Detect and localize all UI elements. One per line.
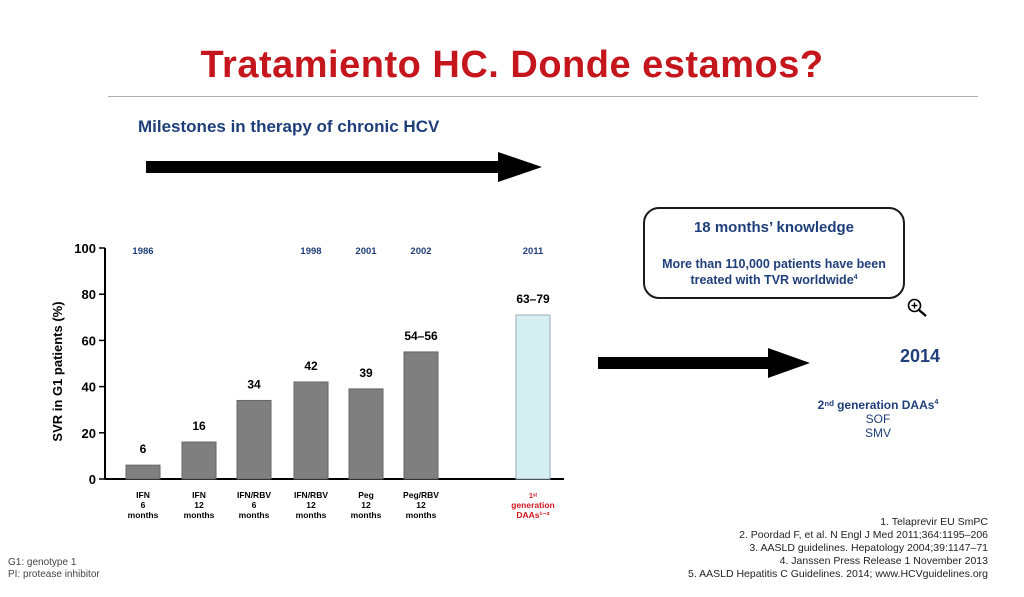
x-category-label: months [406,510,437,520]
x-category-label: 12 [194,500,204,510]
x-category-label: Peg/RBV [403,490,439,500]
footnote-line: G1: genotype 1 [8,557,77,568]
daas-heading-text: 2ⁿᵈ generation DAAs [817,398,935,412]
y-tick-label: 20 [82,426,96,441]
bar-value-label: 6 [140,442,147,456]
reference-line: 1. Telaprevir EU SmPC [880,516,988,528]
second-generation-daas: 2ⁿᵈ generation DAAs4 SOF SMV [808,398,948,440]
bar-value-label: 39 [359,366,373,380]
callout-body-text: More than 110,000 patients have been tre… [662,257,886,288]
bar-value-label: 42 [304,359,318,373]
reference-line: 2. Poordad F, et al. N Engl J Med 2011;3… [739,529,988,541]
daas-item: SOF [865,412,891,426]
x-category-label: 1ˢᵗ [529,493,538,500]
year-label: 2001 [355,246,377,257]
title-divider [108,96,978,97]
chart-bar [348,388,384,480]
x-category-label: months [184,510,215,520]
x-category-label: 6 [141,500,146,510]
bar-value-label: 54–56 [404,329,438,343]
right-arrow-icon [146,152,542,182]
x-category-label: Peg [358,490,374,500]
callout-body-ref: 4 [853,274,858,281]
references: 1. Telaprevir EU SmPC 2. Poordad F, et a… [688,516,988,581]
right-arrow-icon [598,348,810,378]
callout-heading: 18 months’ knowledge [693,219,855,236]
y-tick-label: 100 [74,241,96,256]
y-axis-label: SVR in G1 patients (%) [50,301,65,441]
chart-bar [293,381,329,480]
slide-title: Tratamiento HC. Donde estamos? [200,44,824,86]
x-category-label: IFN/RBV [294,490,328,500]
year-label: 1998 [300,246,321,257]
y-tick-label: 0 [89,472,96,487]
x-category-label: 12 [306,500,316,510]
y-tick-label: 80 [82,287,96,302]
x-category-label: months [128,510,159,520]
reference-line: 3. AASLD guidelines. Hepatology 2004;39:… [749,542,988,554]
chart-subtitle: Milestones in therapy of chronic HCV [138,117,440,136]
x-category-label: months [239,510,270,520]
y-tick-label: 60 [82,333,96,348]
x-category-label: 6 [252,500,257,510]
callout-body: More than 110,000 patients have been tre… [655,257,893,287]
x-category-label: IFN [192,490,206,500]
daas-item: SMV [864,426,891,440]
reference-line: 4. Janssen Press Release 1 November 2013 [779,555,988,567]
chart-bar [403,351,439,480]
abbreviation-footnotes: G1: genotype 1 PI: protease inhibitor [8,557,100,581]
year-label: 2002 [410,246,431,257]
x-category-label: 12 [361,500,371,510]
reference-line: 5. AASLD Hepatitis C Guidelines. 2014; w… [688,568,988,580]
x-category-label: DAAs¹⁻³ [516,510,549,520]
footnote-line: PI: protease inhibitor [8,569,100,580]
x-category-label: IFN/RBV [237,490,271,500]
x-category-label: months [351,510,382,520]
daas-heading-ref: 4 [934,399,939,406]
year-2014: 2014 [899,346,941,366]
zoom-in-icon[interactable] [906,297,930,319]
x-category-label: months [296,510,327,520]
x-category-label: 12 [416,500,426,510]
y-tick-label: 40 [82,380,96,395]
bar-value-label: 34 [247,377,261,391]
chart-bar [236,399,272,480]
chart-bar [181,441,217,480]
tvr-knowledge-callout: 18 months’ knowledge More than 110,000 p… [643,207,905,299]
bar-value-label: 63–79 [516,292,550,306]
daas-heading: 2ⁿᵈ generation DAAs4 [808,398,948,412]
year-label: 1986 [132,246,153,257]
x-category-label: generation [511,500,554,510]
chart-bar [515,314,551,480]
year-label: 2011 [523,246,544,257]
x-category-label: IFN [136,490,150,500]
bar-value-label: 16 [192,419,206,433]
chart-bar [125,464,161,480]
